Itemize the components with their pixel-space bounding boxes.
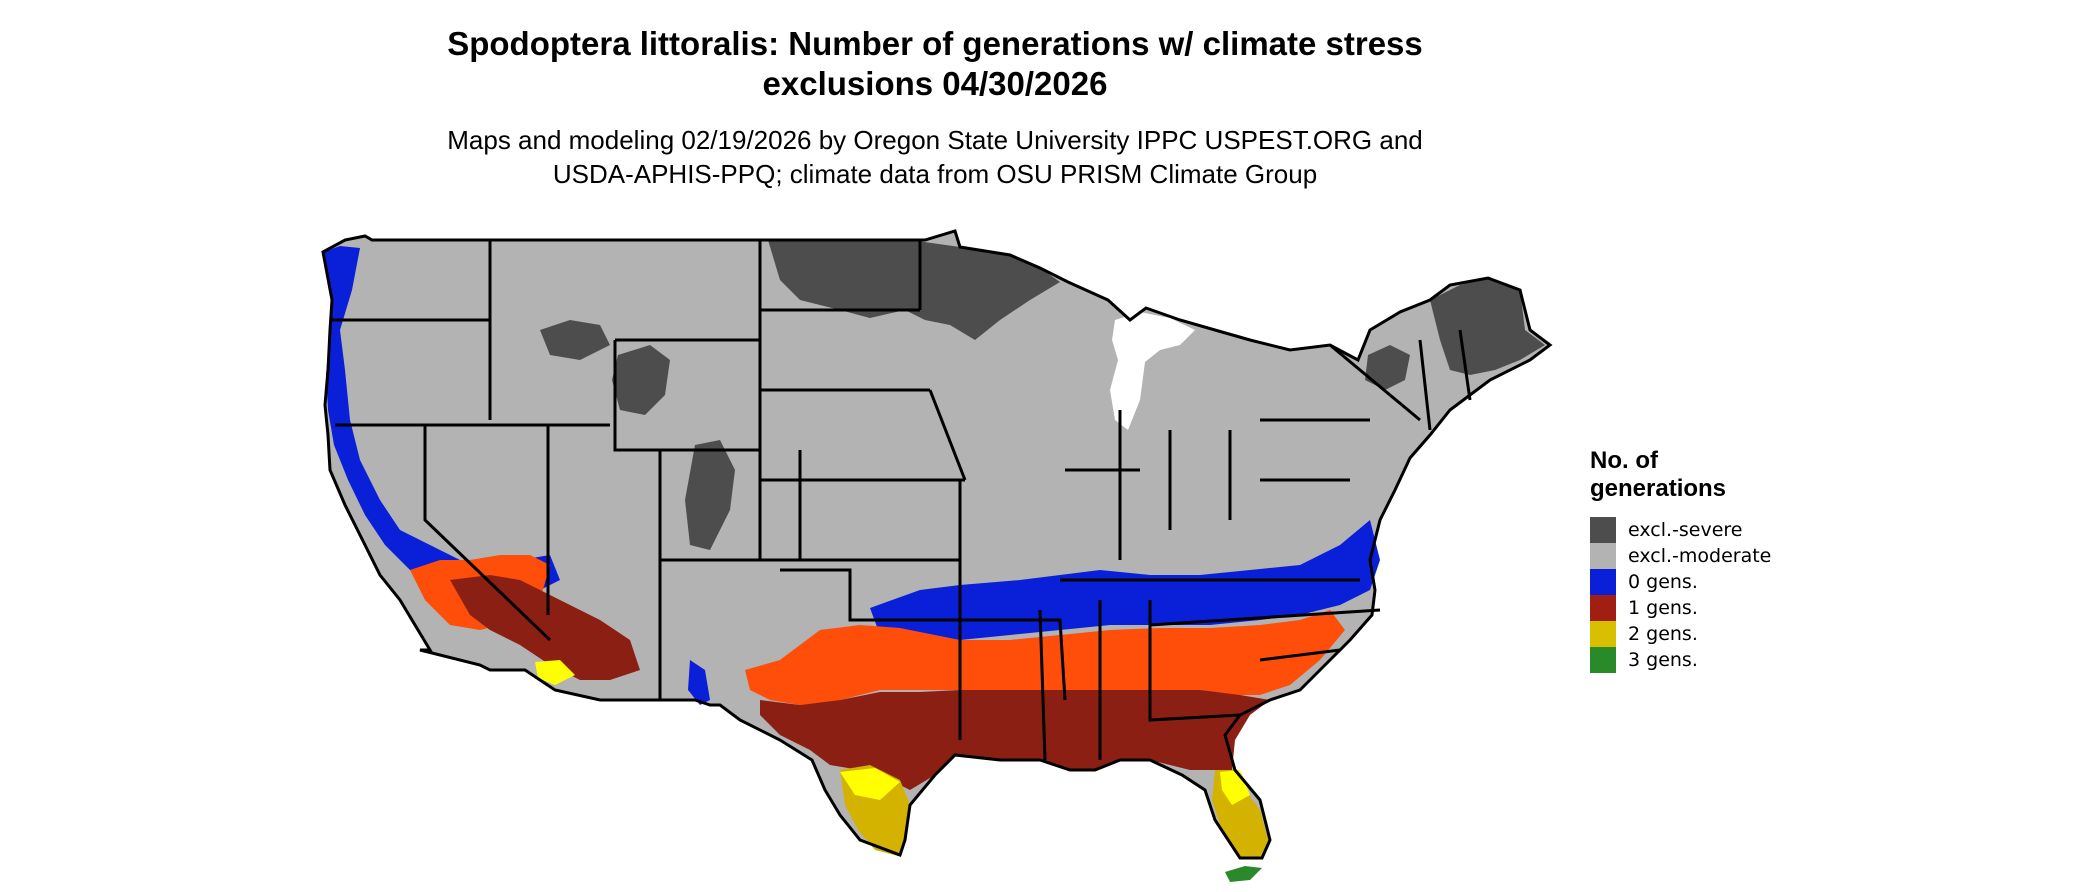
legend-label-0-gens: 0 gens. <box>1628 571 1698 593</box>
legend-item-1-gens: 1 gens. <box>1590 595 1790 621</box>
severe-zone-montana <box>540 320 610 360</box>
one-gens-dark-arizona <box>450 575 640 680</box>
severe-zone-maine <box>1430 278 1545 375</box>
subtitle-line-1: Maps and modeling 02/19/2026 by Oregon S… <box>447 125 1423 155</box>
great-lakes <box>1110 312 1195 430</box>
map-subtitle: Maps and modeling 02/19/2026 by Oregon S… <box>0 123 1870 191</box>
us-generations-map <box>321 229 1553 882</box>
severe-zone-north-central <box>768 240 1060 340</box>
legend-swatch-moderate <box>1590 543 1616 569</box>
zero-gens-west-coast <box>323 246 560 605</box>
one-gens-orange-south <box>745 610 1345 705</box>
legend-item-moderate: excl.-moderate <box>1590 543 1790 569</box>
legend-label-3-gens: 3 gens. <box>1628 649 1698 671</box>
legend-item-0-gens: 0 gens. <box>1590 569 1790 595</box>
two-gens-bright-texas <box>840 768 900 800</box>
legend-swatch-1-gens <box>1590 595 1616 621</box>
two-gens-bright-arizona <box>535 660 575 685</box>
subtitle-line-2: USDA-APHIS-PPQ; climate data from OSU PR… <box>552 159 1318 189</box>
legend-item-severe: excl.-severe <box>1590 517 1790 543</box>
legend-items: excl.-severe excl.-moderate 0 gens. 1 ge… <box>1590 517 1790 673</box>
legend-swatch-2-gens <box>1590 621 1616 647</box>
zero-gens-new-mexico <box>688 660 710 705</box>
legend-label-moderate: excl.-moderate <box>1628 545 1772 567</box>
state-borders <box>321 229 1553 860</box>
legend-label-1-gens: 1 gens. <box>1628 597 1698 619</box>
legend-swatch-severe <box>1590 517 1616 543</box>
legend-item-3-gens: 3 gens. <box>1590 647 1790 673</box>
legend-swatch-3-gens <box>1590 647 1616 673</box>
three-gens-florida-keys <box>1225 866 1262 882</box>
severe-zone-colorado <box>685 440 735 550</box>
severe-zone-new-york <box>1365 345 1410 390</box>
legend: No. of generations excl.-severe excl.-mo… <box>1590 447 1790 673</box>
one-gens-dark-gulf <box>760 690 1270 790</box>
legend-title: No. of generations <box>1590 447 1727 502</box>
legend-item-2-gens: 2 gens. <box>1590 621 1790 647</box>
legend-label-2-gens: 2 gens. <box>1628 623 1698 645</box>
title-line-1: Spodoptera littoralis: Number of generat… <box>447 25 1423 62</box>
legend-swatch-0-gens <box>1590 569 1616 595</box>
title-line-2: exclusions 04/30/2026 <box>762 65 1108 102</box>
severe-zone-wyoming <box>612 345 670 415</box>
map-title: Spodoptera littoralis: Number of generat… <box>0 24 1870 104</box>
legend-label-severe: excl.-severe <box>1628 519 1743 541</box>
